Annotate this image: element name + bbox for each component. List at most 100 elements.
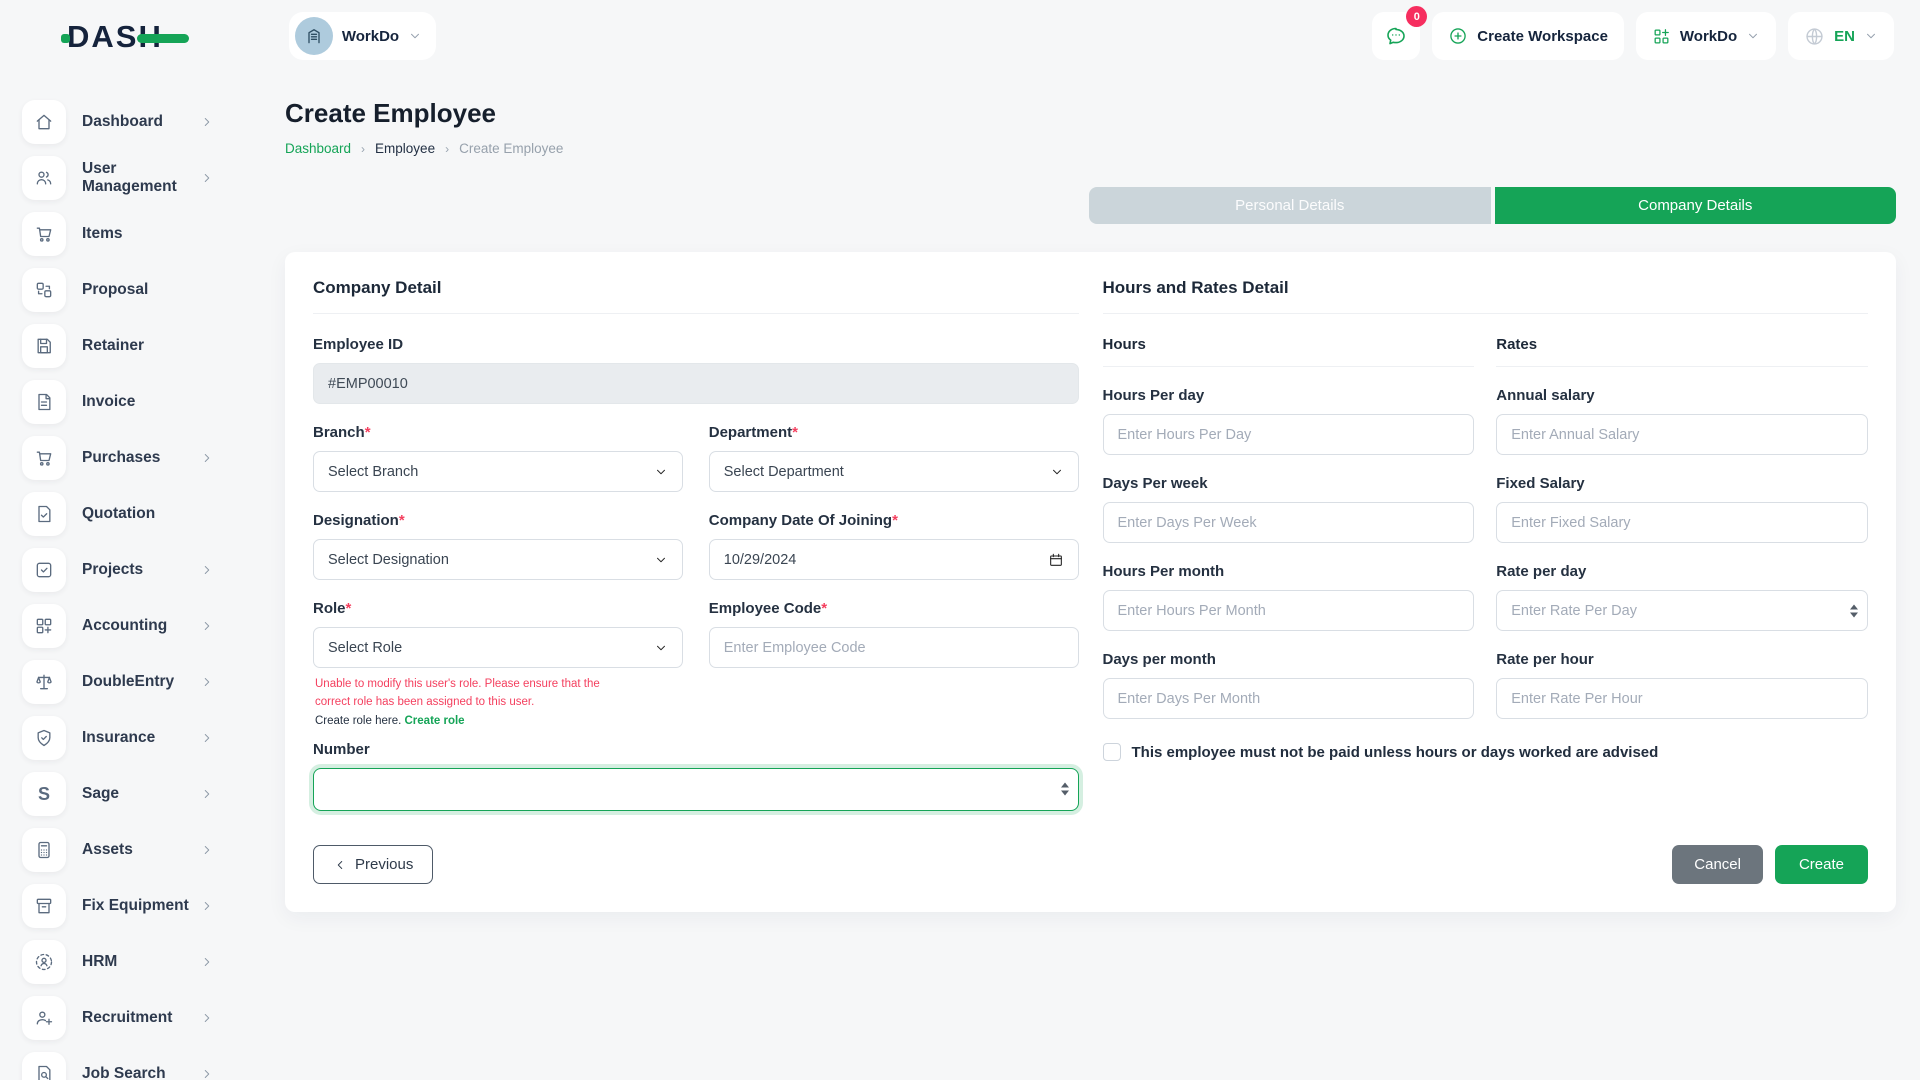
sidebar-item-assets[interactable]: Assets — [22, 828, 214, 872]
number-label: Number — [313, 740, 370, 758]
designation-label: Designation — [313, 512, 399, 529]
sidebar-item-user-management[interactable]: User Management — [22, 156, 214, 200]
tab-personal-details[interactable]: Personal Details — [1089, 187, 1491, 224]
language-selector[interactable]: EN — [1788, 12, 1894, 60]
sidebar-item-quotation[interactable]: Quotation — [22, 492, 214, 536]
quotation-file-icon — [38, 505, 51, 523]
breadcrumb: Dashboard › Employee › Create Employee — [285, 141, 1896, 156]
annual-salary-group: Annual salary — [1496, 387, 1868, 455]
sidebar-item-dashboard[interactable]: Dashboard — [22, 100, 214, 144]
language-label: EN — [1834, 27, 1855, 45]
sidebar-item-purchases[interactable]: Purchases — [22, 436, 214, 480]
hours-rates-section: Hours and Rates Detail Hours Hours Per d… — [1102, 278, 1868, 884]
chevron-right-icon — [204, 734, 210, 742]
rate-per-hour-field[interactable] — [1496, 678, 1868, 719]
no-pay-checkbox-label: This employee must not be paid unless ho… — [1131, 743, 1659, 761]
branch-select[interactable]: Select Branch — [313, 451, 683, 492]
sidebar-item-job-search[interactable]: Job Search — [22, 1052, 214, 1080]
role-warning-text: Unable to modify this user's role. Pleas… — [315, 678, 600, 708]
required-asterisk: * — [364, 424, 371, 441]
required-asterisk: * — [821, 600, 828, 617]
number-field[interactable] — [313, 767, 1079, 811]
chevron-right-icon — [204, 678, 210, 686]
messages-button[interactable]: 0 — [1372, 6, 1428, 60]
projects-check-icon — [36, 562, 52, 578]
role-helper-text: Create role here. — [315, 714, 402, 727]
workspace-name: WorkDo — [341, 27, 400, 45]
previous-button[interactable]: Previous — [313, 845, 434, 884]
days-per-month-field[interactable] — [1102, 678, 1475, 719]
sidebar-item-projects[interactable]: Projects — [22, 548, 214, 592]
home-icon — [36, 114, 52, 130]
create-workspace-button[interactable]: Create Workspace — [1432, 12, 1624, 60]
hours-per-day-group: Hours Per day — [1102, 387, 1475, 455]
top-header: DASH WorkDo 0 — [0, 0, 1920, 72]
sidebar-item-hrm[interactable]: HRM — [22, 940, 214, 984]
chevron-right-icon — [204, 118, 210, 126]
joining-date-field[interactable]: 10/29/2024 — [708, 539, 1079, 580]
rate-per-day-stepper[interactable] — [1850, 604, 1858, 617]
cancel-button[interactable]: Cancel — [1672, 845, 1763, 884]
hours-per-day-field[interactable] — [1102, 414, 1475, 455]
create-role-link[interactable]: Create role — [404, 714, 465, 727]
sidebar-item-doubleentry[interactable]: DoubleEntry — [22, 660, 214, 704]
role-label: Role — [313, 600, 346, 617]
days-per-month-group: Days per month — [1102, 651, 1475, 719]
proposal-swap-icon — [36, 282, 52, 298]
sidebar-item-retainer[interactable]: Retainer — [22, 324, 214, 368]
sidebar-item-fix-equipment[interactable]: Fix Equipment — [22, 884, 214, 928]
role-select[interactable]: Select Role — [313, 627, 683, 668]
create-employee-card: Company Detail Employee ID Branch* Selec… — [285, 252, 1896, 912]
rate-per-hour-label: Rate per hour — [1496, 651, 1594, 668]
sidebar-item-invoice[interactable]: Invoice — [22, 380, 214, 424]
cart-icon — [36, 227, 52, 242]
employee-code-group: Employee Code* — [708, 600, 1079, 721]
header-actions: 0 Create Workspace WorkDo — [1372, 6, 1894, 60]
hours-per-day-label: Hours Per day — [1102, 387, 1205, 404]
designation-select[interactable]: Select Designation — [313, 539, 683, 580]
days-per-week-group: Days Per week — [1102, 475, 1475, 543]
breadcrumb-dashboard-link[interactable]: Dashboard — [285, 141, 352, 156]
hours-per-month-field[interactable] — [1102, 590, 1475, 631]
rate-per-hour-group: Rate per hour — [1496, 651, 1868, 719]
branch-label: Branch — [313, 424, 365, 441]
file-search-icon — [38, 1065, 51, 1080]
number-group: Number — [313, 741, 1079, 811]
department-select[interactable]: Select Department — [708, 451, 1079, 492]
hours-rates-heading: Hours and Rates Detail — [1102, 278, 1868, 314]
dash-logo[interactable]: DASH — [61, 21, 189, 52]
building-icon — [308, 29, 320, 44]
chevron-down-icon — [656, 469, 665, 474]
save-disk-icon — [37, 338, 51, 354]
sidebar-item-items[interactable]: Items — [22, 212, 214, 256]
plus-circle-icon — [1450, 28, 1467, 44]
messages-badge: 0 — [1406, 6, 1428, 27]
no-pay-checkbox[interactable] — [1102, 743, 1121, 761]
number-stepper[interactable] — [1060, 782, 1069, 796]
department-group: Department* Select Department — [708, 424, 1079, 492]
sidebar-item-accounting[interactable]: Accounting — [22, 604, 214, 648]
tab-company-details[interactable]: Company Details — [1494, 187, 1896, 224]
breadcrumb-employee-link[interactable]: Employee — [375, 141, 436, 156]
sidebar-item-sage[interactable]: S Sage — [22, 772, 214, 816]
sidebar-item-proposal[interactable]: Proposal — [22, 268, 214, 312]
sidebar-item-insurance[interactable]: Insurance — [22, 716, 214, 760]
create-button[interactable]: Create — [1774, 845, 1868, 884]
chevron-left-icon — [337, 860, 343, 869]
calendar-icon[interactable] — [1048, 552, 1064, 568]
person-plus-icon — [36, 1011, 53, 1025]
employee-code-field[interactable] — [708, 627, 1079, 668]
chevron-down-icon — [656, 557, 665, 562]
logo-accent-dot — [61, 33, 70, 43]
joining-date-group: Company Date Of Joining* 10/29/2024 — [708, 512, 1079, 580]
rate-per-day-field[interactable] — [1496, 590, 1868, 631]
fixed-salary-field[interactable] — [1496, 502, 1868, 543]
workspace-selector[interactable]: WorkDo — [288, 12, 437, 60]
days-per-week-field[interactable] — [1102, 502, 1475, 543]
workspace-grid-icon — [1654, 28, 1669, 43]
workspace-switcher-button[interactable]: WorkDo — [1635, 12, 1777, 60]
required-asterisk: * — [345, 600, 352, 617]
sidebar-item-recruitment[interactable]: Recruitment — [22, 996, 214, 1040]
annual-salary-field[interactable] — [1496, 414, 1868, 455]
